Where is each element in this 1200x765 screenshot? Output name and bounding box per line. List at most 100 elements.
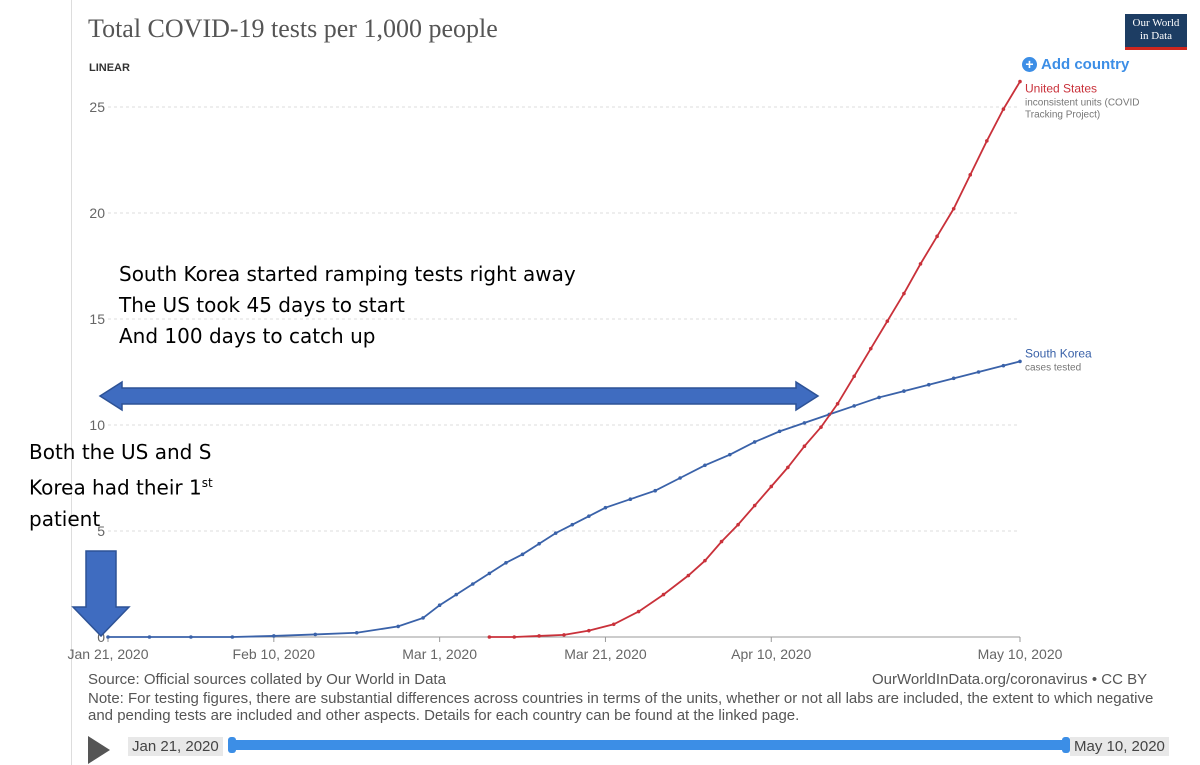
plus-circle-icon: + xyxy=(1022,57,1037,72)
series-note: cases tested xyxy=(1025,362,1081,373)
y-axis-ticks: 0 5 10 15 20 25 xyxy=(89,99,105,645)
series-label: United States xyxy=(1025,82,1097,96)
data-point xyxy=(437,603,442,607)
data-point xyxy=(537,634,541,638)
x-tick-label: Feb 10, 2020 xyxy=(233,646,316,662)
timeline-end-label: May 10, 2020 xyxy=(1070,737,1169,756)
data-point xyxy=(777,429,782,434)
data-point xyxy=(835,402,840,406)
data-point xyxy=(985,139,989,143)
series-label: South Korea xyxy=(1025,346,1092,360)
add-country-label: Add country xyxy=(1041,56,1130,73)
annotation-line-2: The US took 45 days to start xyxy=(119,293,405,317)
owid-logo[interactable]: Our World in Data xyxy=(1125,14,1187,50)
data-point xyxy=(628,497,633,502)
data-point xyxy=(877,395,881,400)
series-layer xyxy=(106,79,1022,639)
down-arrow xyxy=(71,550,131,638)
data-point xyxy=(230,635,235,639)
y-tick-label: 25 xyxy=(89,99,105,115)
data-point xyxy=(487,571,492,576)
x-tick-label: Mar 21, 2020 xyxy=(564,646,647,662)
note-text: Note: For testing figures, there are sub… xyxy=(88,690,1154,724)
data-point xyxy=(587,628,591,633)
timeline-start-label: Jan 21, 2020 xyxy=(128,737,223,756)
series-note: Tracking Project) xyxy=(1025,110,1100,121)
annotation-line-1: South Korea started ramping tests right … xyxy=(119,262,576,286)
timeline-slider[interactable] xyxy=(230,740,1068,750)
data-point xyxy=(1001,363,1006,368)
x-tick-label: May 10, 2020 xyxy=(978,646,1063,662)
data-point xyxy=(354,630,359,635)
data-point xyxy=(719,539,724,544)
scale-toggle[interactable]: LINEAR xyxy=(89,62,130,74)
x-tick-label: Apr 10, 2020 xyxy=(731,646,811,662)
data-point xyxy=(703,463,707,468)
data-point xyxy=(935,234,939,239)
data-point xyxy=(396,624,400,629)
data-point xyxy=(802,421,807,425)
data-point xyxy=(313,632,318,637)
data-point xyxy=(686,573,691,578)
data-point xyxy=(1001,107,1006,111)
data-point xyxy=(1018,359,1022,364)
y-tick-label: 0 xyxy=(97,629,105,645)
y-tick-label: 15 xyxy=(89,311,105,327)
logo-line-1: Our World xyxy=(1132,17,1180,29)
data-point xyxy=(951,206,956,211)
data-point xyxy=(951,376,956,381)
first-patient-line-2: Korea had their 1st xyxy=(29,468,213,504)
chart-title: Total COVID-19 tests per 1,000 people xyxy=(88,14,498,43)
double-arrow xyxy=(98,380,820,412)
data-point xyxy=(1018,79,1022,84)
data-point xyxy=(918,262,923,266)
data-point xyxy=(927,382,931,387)
data-point xyxy=(728,452,732,457)
data-point xyxy=(868,346,873,351)
data-point xyxy=(976,370,981,374)
data-point xyxy=(852,374,856,379)
data-point xyxy=(802,444,807,449)
source-text: Source: Official sources collated by Our… xyxy=(88,671,446,688)
first-patient-line-2-text: Korea had their 1 xyxy=(29,475,202,500)
data-point xyxy=(272,634,276,638)
data-point xyxy=(454,592,459,597)
grid-lines xyxy=(108,106,1020,638)
y-tick-label: 5 xyxy=(97,523,105,539)
x-tick-label: Jan 21, 2020 xyxy=(68,646,149,662)
data-point xyxy=(570,522,575,527)
data-point xyxy=(769,484,774,489)
data-point xyxy=(603,505,608,510)
credit-link[interactable]: OurWorldInData.org/coronavirus • CC BY xyxy=(872,671,1148,688)
series-labels: South Korea cases tested United States inco… xyxy=(1025,82,1140,374)
data-point xyxy=(653,488,657,493)
data-point xyxy=(736,522,740,527)
series-note: inconsistent units (COVID xyxy=(1025,98,1140,109)
logo-line-2: in Data xyxy=(1139,30,1173,42)
first-patient-line-3: patient xyxy=(29,506,101,531)
data-point xyxy=(902,389,906,393)
timeline-end-handle[interactable] xyxy=(1062,737,1070,753)
data-point xyxy=(611,622,616,627)
data-point xyxy=(968,173,973,177)
data-point xyxy=(752,440,757,444)
data-point xyxy=(471,582,475,586)
data-point xyxy=(147,635,152,639)
data-point xyxy=(512,635,517,639)
play-icon[interactable] xyxy=(88,736,110,764)
data-point xyxy=(786,465,790,470)
data-point xyxy=(885,319,890,323)
data-point xyxy=(819,425,823,429)
data-point xyxy=(678,476,682,480)
add-country-button[interactable]: + Add country xyxy=(1022,56,1129,73)
annotation-arrows xyxy=(71,380,820,638)
data-point xyxy=(504,561,508,565)
data-point xyxy=(189,635,193,639)
data-point xyxy=(553,531,558,535)
timeline-start-handle[interactable] xyxy=(228,737,236,753)
data-point xyxy=(852,404,856,408)
data-point xyxy=(902,291,906,296)
data-point xyxy=(520,552,525,557)
data-point xyxy=(537,541,541,546)
